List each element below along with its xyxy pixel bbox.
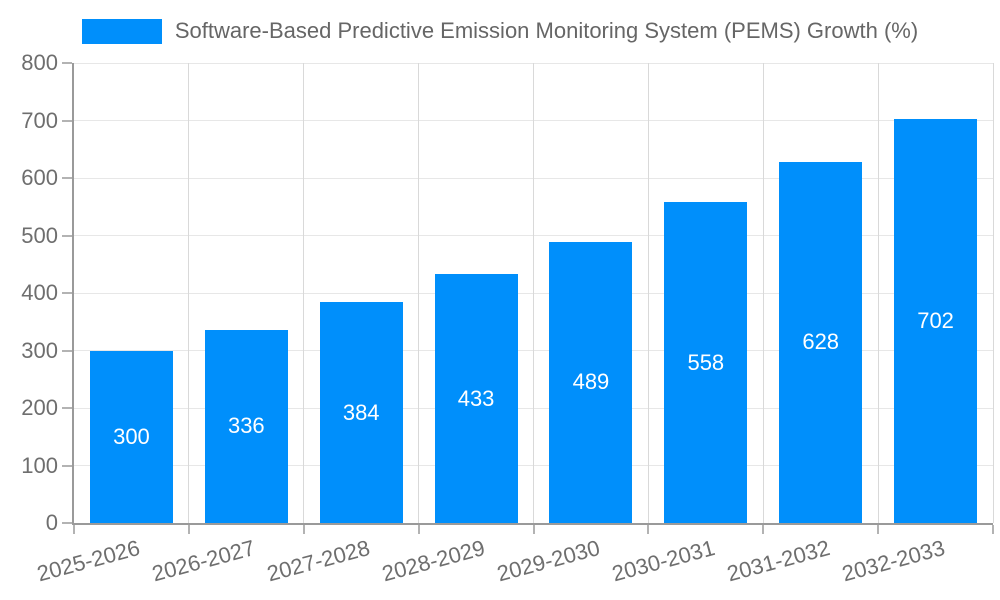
gridline-vertical (877, 63, 879, 523)
y-axis-label: 300 (21, 337, 58, 363)
x-axis-tick (762, 525, 765, 534)
bar (779, 161, 863, 523)
chart-legend: Software-Based Predictive Emission Monit… (0, 18, 1000, 44)
gridline-vertical (647, 63, 649, 523)
y-axis-label: 400 (21, 280, 58, 305)
bar-value-label: 433 (457, 385, 495, 411)
y-axis-label: 0 (45, 510, 58, 535)
x-axis-tick (877, 525, 880, 534)
y-axis-tick (62, 62, 72, 64)
x-axis-tick (647, 525, 650, 534)
bar (319, 302, 403, 523)
bar-value-label: 336 (227, 413, 265, 439)
y-axis-tick (62, 464, 72, 467)
bar-value-label: 300 (113, 423, 150, 449)
y-axis-tick (62, 349, 72, 352)
bar (894, 119, 978, 523)
bar-value-label: 384 (342, 399, 380, 425)
legend-item[interactable]: Software-Based Predictive Emission Monit… (81, 18, 919, 44)
y-axis-tick (62, 292, 72, 294)
y-axis-label: 800 (21, 50, 58, 75)
x-axis-tick (187, 525, 190, 534)
y-axis-label: 500 (21, 222, 58, 248)
y-axis-label: 200 (21, 395, 58, 420)
bar-value-label: 489 (572, 369, 610, 395)
bar (89, 350, 173, 523)
bar-value-label: 558 (687, 349, 725, 375)
x-axis-tick (302, 525, 305, 534)
gridline-vertical (533, 63, 534, 523)
bar (434, 274, 518, 523)
bar (549, 241, 633, 523)
gridline-vertical (418, 63, 420, 523)
gridline-vertical (992, 63, 994, 523)
y-axis-tick (62, 119, 72, 122)
y-axis-label: 700 (21, 107, 58, 133)
bar-value-label: 628 (802, 329, 840, 355)
y-axis-line (72, 63, 74, 523)
x-axis-tick (532, 525, 535, 534)
legend-swatch (81, 18, 162, 44)
x-axis-line (72, 523, 993, 525)
bar (664, 202, 748, 523)
gridline-vertical (303, 63, 305, 523)
y-axis-tick (62, 177, 72, 179)
y-axis-tick (62, 234, 72, 237)
x-axis-tick (417, 525, 420, 534)
y-axis-label: 600 (21, 165, 58, 190)
gridline-vertical (188, 63, 190, 523)
bar (204, 329, 288, 523)
y-axis-label: 100 (21, 452, 58, 478)
legend-label: Software-Based Predictive Emission Monit… (174, 18, 919, 43)
x-axis-tick (992, 525, 994, 534)
bar-value-label: 702 (917, 308, 954, 334)
y-axis-tick (62, 407, 72, 409)
gridline-vertical (762, 63, 764, 523)
y-axis-tick (62, 522, 72, 524)
x-axis-tick (73, 525, 75, 534)
